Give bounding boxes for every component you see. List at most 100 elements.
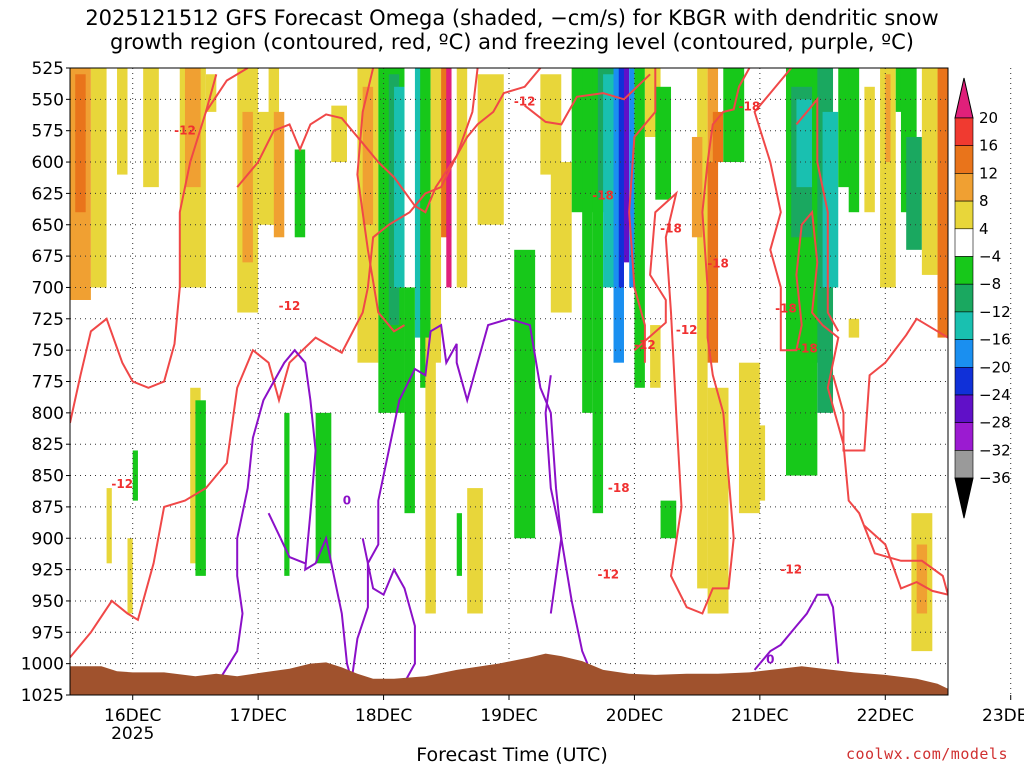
y-tick-label: 875 [32, 498, 64, 518]
y-tick-label: 950 [32, 592, 64, 612]
omega-shade-cell [284, 412, 290, 576]
freezing-level-contour-line [267, 512, 306, 565]
colorbar-segment [954, 228, 974, 257]
dgz-contour-line [236, 68, 479, 214]
omega-shade-cell [707, 162, 719, 363]
omega-shade-cell [195, 400, 206, 576]
colorbar: 20 16 12 8 4 −4 −8 −12 −16 −20 −24 −28 −32 −36 [954, 77, 1011, 519]
omega-shade-cell [885, 74, 891, 163]
colorbar-label: −12 [979, 303, 1011, 321]
omega-shade-cell [127, 538, 133, 614]
y-tick-label: 750 [32, 341, 64, 361]
omega-shade-cell [723, 68, 745, 163]
x-axis-title: Forecast Time (UTC) [416, 744, 608, 766]
omega-shade-cell [477, 74, 504, 225]
x-tick-label: 23DEC [982, 706, 1024, 726]
omega-shade-cell [467, 488, 483, 614]
omega-shade-cell [848, 68, 860, 213]
y-tick-label: 550 [32, 90, 64, 110]
omega-shade-cell [937, 68, 948, 338]
colorbar-label: −32 [979, 441, 1011, 459]
omega-shade-cell [430, 68, 442, 363]
red-contour-label: -12 [279, 299, 301, 313]
red-contour-label: -18 [608, 481, 630, 495]
colorbar-segment [954, 173, 974, 202]
terrain-layer [70, 653, 948, 695]
dgz-contour-line [70, 68, 542, 659]
dgz-contour-line [753, 68, 948, 595]
omega-shade-cell [362, 86, 374, 225]
colorbar-segment [954, 394, 974, 424]
omega-shade-cell [184, 68, 201, 188]
colorbar-segment [954, 200, 974, 230]
y-tick-label: 700 [32, 278, 64, 298]
colorbar-label: 8 [979, 192, 989, 210]
omega-shade-cell [446, 68, 452, 288]
omega-shade-cell [848, 318, 860, 338]
purple-contour-label: 0 [766, 653, 774, 667]
freezing-level-contour-line [220, 348, 354, 683]
x-tick-label: 18DEC [355, 706, 412, 726]
y-tick-label: 1000 [21, 655, 64, 675]
colorbar-segment [954, 450, 974, 479]
colorbar-segment [954, 256, 974, 285]
omega-shade-cell [420, 68, 431, 388]
colorbar-segment [954, 339, 974, 368]
omega-shade-cell [707, 387, 729, 614]
omega-shading-layer [70, 68, 948, 652]
omega-shade-cell [660, 500, 677, 539]
omega-shade-cell [623, 68, 630, 263]
dgz-contour-line [356, 68, 406, 333]
omega-shade-cell [916, 544, 928, 614]
red-contour-label: -12 [634, 338, 656, 352]
y-tick-label: 625 [32, 184, 64, 204]
omega-shade-cell [242, 111, 253, 263]
colorbar-segment [954, 283, 974, 313]
omega-shade-cell [634, 68, 645, 388]
y-tick-label: 825 [32, 435, 64, 455]
colorbar-label: 20 [979, 109, 998, 127]
x-tick-label: 20DEC [606, 706, 663, 726]
omega-shade-cell [273, 111, 285, 238]
omega-shade-cell [655, 86, 672, 200]
omega-shade-cell [880, 68, 896, 288]
y-axis: 525 550 575 600 625 650 675 700 725 750 775 800 825 8… [21, 59, 70, 706]
colorbar-segment [954, 422, 974, 451]
x-tick-label: 17DEC [229, 706, 286, 726]
dgz-contour-line [524, 73, 651, 126]
omega-shade-cell [864, 86, 875, 213]
y-tick-label: 800 [32, 404, 64, 424]
dgz-contour-line [70, 74, 218, 424]
x-year-label: 2025 [111, 724, 154, 744]
x-axis: 16DEC 17DEC 18DEC 19DEC 20DEC 21DEC 22DEC 23DEC… [104, 695, 1024, 744]
y-tick-label: 850 [32, 467, 64, 487]
y-tick-label: 525 [32, 59, 64, 79]
colorbar-label: −4 [979, 248, 1001, 266]
red-contour-label: -18 [660, 221, 682, 235]
colorbar-label: −16 [979, 331, 1011, 349]
red-contour-label: -12 [174, 123, 196, 137]
y-tick-label: 925 [32, 561, 64, 581]
x-tick-label: 19DEC [480, 706, 537, 726]
y-tick-label: 1025 [21, 686, 64, 706]
colorbar-label: −36 [979, 469, 1011, 487]
colorbar-segment [954, 311, 974, 340]
red-contour-label: -12 [597, 567, 619, 581]
omega-shade-cell [697, 68, 708, 589]
freezing-level-contour-line [361, 538, 416, 683]
colorbar-segment [954, 117, 974, 147]
red-contour-label: -12 [780, 562, 802, 576]
omega-shade-cell [691, 136, 703, 238]
source-credit[interactable]: coolwx.com/models [845, 745, 1008, 763]
y-tick-label: 900 [32, 529, 64, 549]
y-tick-label: 975 [32, 623, 64, 643]
chart-title-line-2: growth region (contoured, red, ºC) and f… [110, 30, 914, 54]
purple-contour-label: 0 [343, 493, 351, 507]
omega-shade-cell [456, 68, 468, 288]
y-tick-label: 600 [32, 153, 64, 173]
colorbar-label: 16 [979, 137, 998, 155]
omega-shade-cell [650, 325, 661, 388]
colorbar-bottom-arrow [954, 477, 974, 519]
red-contour-label: -18 [592, 189, 614, 203]
